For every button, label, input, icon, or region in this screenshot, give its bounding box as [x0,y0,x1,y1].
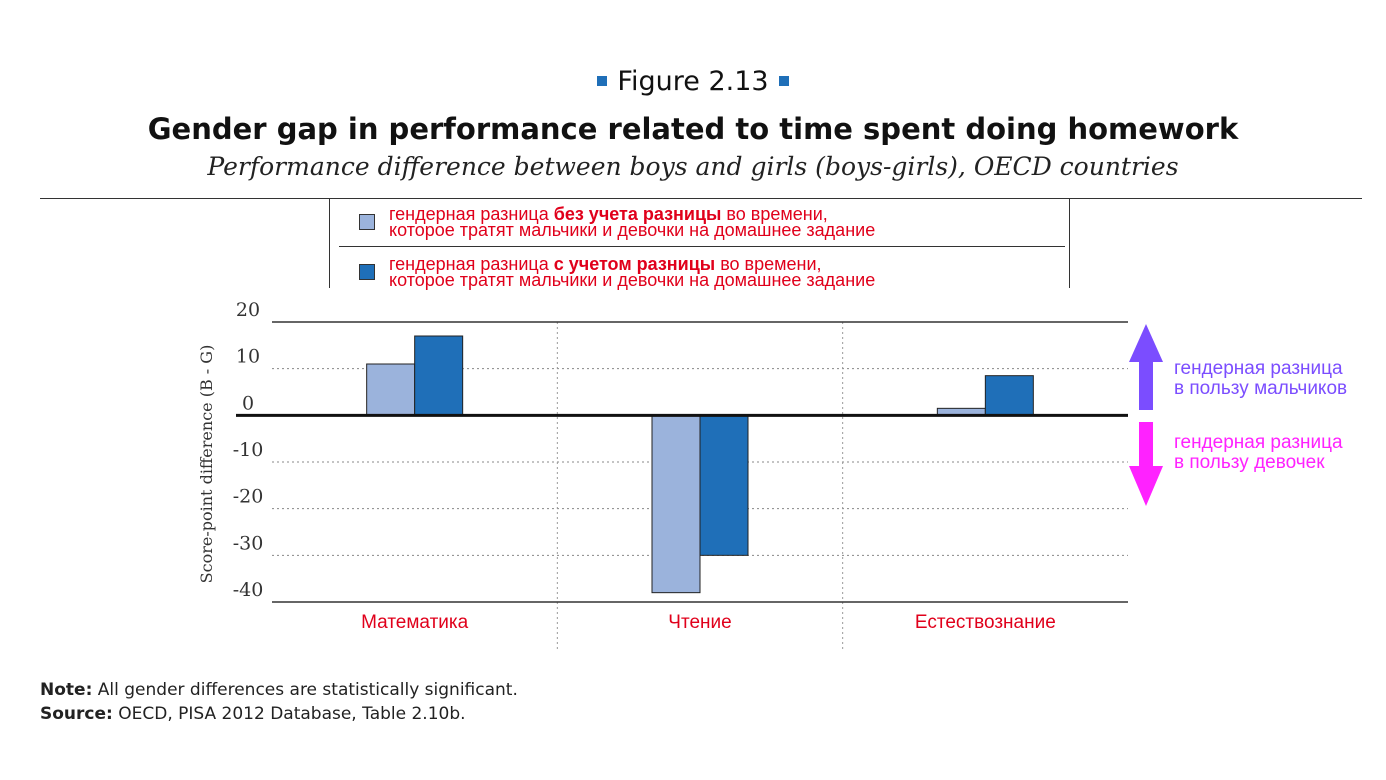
legend-text: гендерная разница [389,204,554,224]
note-label: Note: [40,680,93,700]
boys-arrow-shaft [1139,360,1153,410]
legend-text: гендерная разница [389,254,554,274]
y-tick-label: 0 [242,392,254,414]
y-tick-label: -20 [233,486,264,508]
boys-arrow-head-icon [1129,324,1163,362]
figure-label-text: Figure 2.13 [617,66,769,97]
chart-subtitle: Performance difference between boys and … [207,152,1179,181]
note-text: All gender differences are statistically… [92,680,518,700]
legend-swatch-dark [359,264,375,280]
bar [414,335,464,416]
source-text: OECD, PISA 2012 Database, Table 2.10b. [112,704,466,724]
legend-text: во времени, [721,204,828,224]
girls-arrow-shaft [1139,422,1153,468]
legend-swatch-light [359,214,375,230]
y-tick-label: -30 [233,532,264,554]
legend-text: во времени, [715,254,822,274]
legend-bold-text: без учета разницы [553,204,722,224]
bar [366,363,416,416]
y-tick-label: 20 [236,299,260,321]
notes: Note: All gender differences are statist… [40,678,518,726]
chart-title: Gender gap in performance related to tim… [147,112,1239,146]
girls-annotation: гендерная разница [1174,432,1343,453]
legend-text: которое тратят мальчики и девочки на дом… [389,220,876,240]
bar [699,414,749,556]
girls-annotation: в пользу девочек [1174,452,1325,473]
source-label: Source: [40,704,113,724]
category-label: Математика [361,612,469,633]
legend-divider [339,246,1065,247]
bar [651,414,701,594]
legend-border-left [329,198,330,288]
bar [984,375,1034,416]
legend: гендерная разница без учета разницы во в… [329,198,1070,290]
category-label: Чтение [668,612,731,633]
square-bullet-icon [778,75,789,86]
y-tick-label: -10 [233,439,264,461]
boys-annotation: в пользу мальчиков [1174,378,1347,399]
legend-text: которое тратят мальчики и девочки на дом… [389,270,876,290]
top-rule [40,198,1362,199]
boys-annotation: гендерная разница [1174,358,1343,379]
category-label: Естествознание [915,612,1056,633]
figure-label: Figure 2.13 [0,66,1386,97]
girls-arrow-head-icon [1129,466,1163,506]
square-bullet-icon [597,75,608,86]
legend-border-right [1069,198,1070,288]
y-tick-label: 10 [236,346,260,368]
y-axis-label: Score-point difference (B - G) [197,345,216,584]
y-tick-label: -40 [233,579,264,601]
legend-bold-text: с учетом разницы [553,254,716,274]
